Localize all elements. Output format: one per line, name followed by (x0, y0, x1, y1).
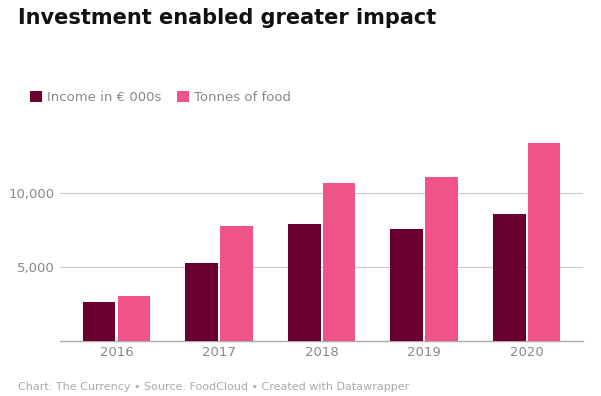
Bar (288, 225, 320, 341)
Bar (425, 177, 458, 341)
Text: Chart: The Currency • Source: FoodCloud • Created with Datawrapper: Chart: The Currency • Source: FoodCloud … (18, 382, 409, 392)
Legend: Income in € 000s, Tonnes of food: Income in € 000s, Tonnes of food (25, 86, 297, 109)
Bar (118, 296, 150, 341)
Bar (528, 143, 560, 341)
Text: Investment enabled greater impact: Investment enabled greater impact (18, 8, 436, 28)
Bar (493, 214, 525, 341)
Bar (83, 302, 115, 341)
Bar (390, 229, 423, 341)
Bar (185, 263, 218, 341)
Bar (323, 183, 355, 341)
Bar (220, 226, 253, 341)
